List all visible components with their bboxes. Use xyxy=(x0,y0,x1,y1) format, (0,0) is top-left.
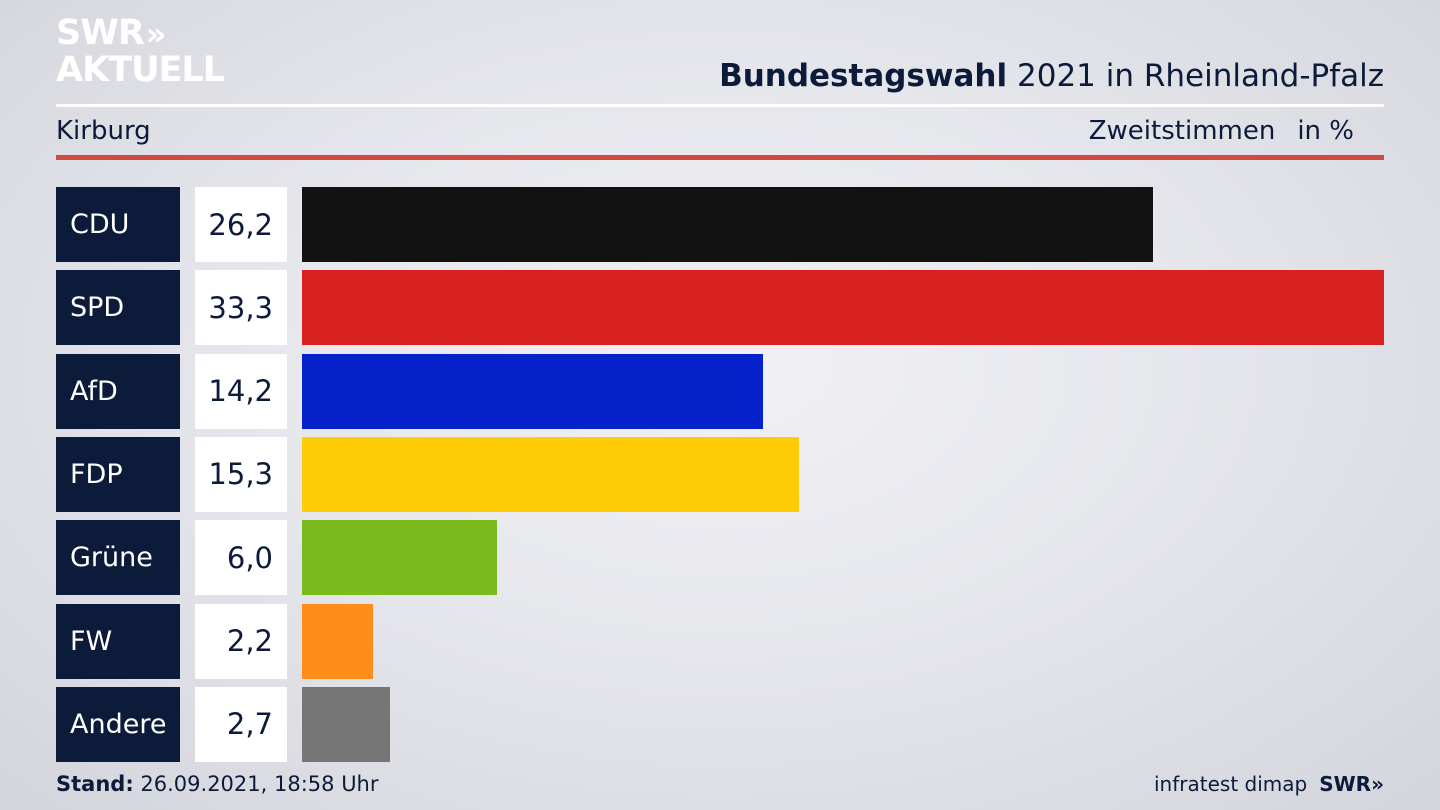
stand-value: 26.09.2021, 18:58 Uhr xyxy=(140,772,379,796)
category-label: CDU xyxy=(56,187,180,262)
swr-aktuell-logo: SWR » AKTUELL xyxy=(56,13,225,90)
category-label: Andere xyxy=(56,686,180,762)
value-label: 33,3 xyxy=(195,270,287,346)
chart-row: SPD 33,3 xyxy=(56,270,1384,346)
header-divider xyxy=(56,104,1384,107)
bar xyxy=(302,270,1384,346)
title-bold: Bundestagswahl xyxy=(719,58,1008,94)
unit-text: in % xyxy=(1297,116,1354,146)
location-label: Kirburg xyxy=(56,116,151,146)
value-label: 2,7 xyxy=(195,686,287,762)
bar xyxy=(302,520,497,596)
category-label: FW xyxy=(56,603,180,679)
category-label: Grüne xyxy=(56,520,180,596)
swr-brand-logo: SWR» xyxy=(1319,772,1384,796)
value-label: 6,0 xyxy=(195,520,287,596)
category-label: FDP xyxy=(56,436,180,512)
chart-row: CDU 26,2 xyxy=(56,187,1384,262)
chart-row: FDP 15,3 xyxy=(56,436,1384,512)
bar xyxy=(302,353,763,429)
value-label: 26,2 xyxy=(195,187,287,262)
category-label: AfD xyxy=(56,353,180,429)
page-title: Bundestagswahl 2021 in Rheinland-Pfalz xyxy=(719,58,1384,94)
title-rest: 2021 in Rheinland-Pfalz xyxy=(1017,58,1384,94)
bar xyxy=(302,436,799,512)
bar xyxy=(302,187,1153,262)
value-label: 14,2 xyxy=(195,353,287,429)
measure-text: Zweitstimmen xyxy=(1088,116,1276,146)
chart-row: FW 2,2 xyxy=(56,603,1384,679)
logo-aktuell-text: AKTUELL xyxy=(56,50,225,90)
category-label: SPD xyxy=(56,270,180,346)
source-credit: infratest dimap SWR» xyxy=(1154,772,1384,796)
chart-row: AfD 14,2 xyxy=(56,353,1384,429)
accent-divider xyxy=(56,155,1384,160)
chart-row: Andere 2,7 xyxy=(56,686,1384,762)
value-label: 15,3 xyxy=(195,436,287,512)
logo-swr-text: SWR xyxy=(56,13,145,53)
timestamp: Stand: 26.09.2021, 18:58 Uhr xyxy=(56,772,379,796)
measure-label: Zweitstimmen in % xyxy=(1089,116,1354,146)
bar xyxy=(302,603,373,679)
value-label: 2,2 xyxy=(195,603,287,679)
chart-row: Grüne 6,0 xyxy=(56,520,1384,596)
stand-label: Stand: xyxy=(56,772,134,796)
source-text: infratest dimap xyxy=(1154,772,1308,796)
bar xyxy=(302,686,390,762)
